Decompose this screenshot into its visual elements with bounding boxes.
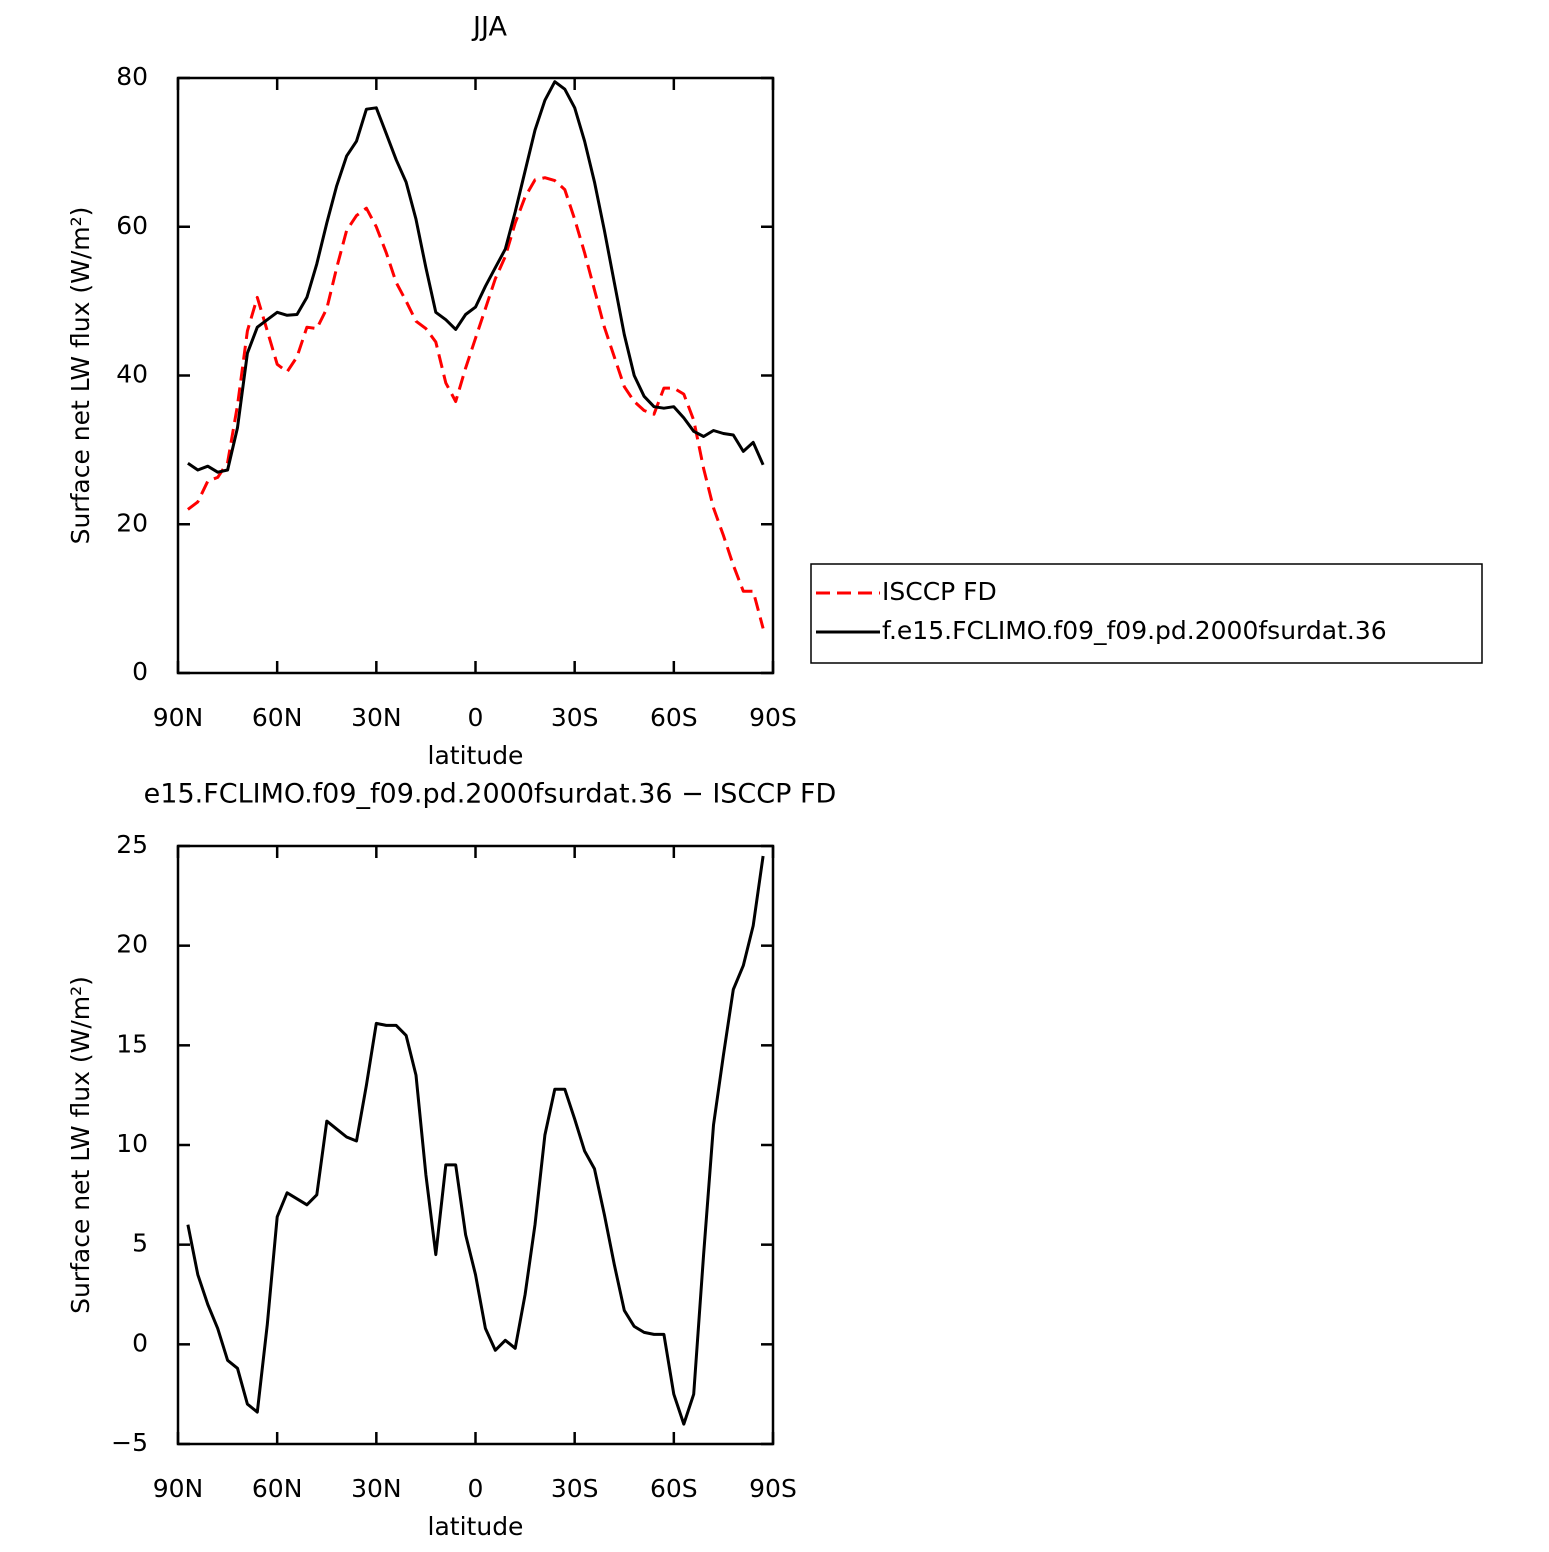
legend: ISCCP FD f.e15.FCLIMO.f09_f09.pd.2000fsur… bbox=[810, 563, 1483, 664]
x-tick-label: 60N bbox=[252, 703, 303, 732]
x-tick-label: 60S bbox=[650, 703, 698, 732]
x-tick-label: 60N bbox=[252, 1474, 303, 1503]
y-tick-label: 10 bbox=[116, 1129, 148, 1158]
chart-title: e15.FCLIMO.f09_f09.pd.2000fsurdat.36 − I… bbox=[144, 779, 837, 810]
legend-box bbox=[810, 563, 1483, 664]
y-axis-label: Surface net LW flux (W/m²) bbox=[66, 976, 95, 1314]
legend-label: ISCCP FD bbox=[882, 577, 997, 606]
plot-frame bbox=[176, 76, 775, 675]
y-tick-label: 60 bbox=[116, 211, 148, 240]
y-tick-label: 5 bbox=[132, 1229, 148, 1258]
data-line bbox=[186, 855, 765, 1426]
y-tick-label: 0 bbox=[132, 657, 148, 686]
x-tick-label: 30S bbox=[551, 703, 599, 732]
x-tick-label: 30S bbox=[551, 1474, 599, 1503]
y-tick-label: 80 bbox=[116, 62, 148, 91]
x-tick-label: 0 bbox=[468, 1474, 484, 1503]
x-axis-label: latitude bbox=[428, 1512, 524, 1541]
x-tick-label: 90N bbox=[153, 1474, 204, 1503]
y-tick-label: −5 bbox=[111, 1428, 148, 1457]
y-tick-label: 20 bbox=[116, 930, 148, 959]
x-tick-label: 30N bbox=[351, 703, 402, 732]
y-tick-label: 20 bbox=[116, 508, 148, 537]
y-tick-label: 0 bbox=[132, 1328, 148, 1357]
x-tick-label: 0 bbox=[468, 703, 484, 732]
chart-title: JJA bbox=[471, 12, 507, 43]
x-tick-label: 30N bbox=[351, 1474, 402, 1503]
x-tick-label: 90S bbox=[749, 1474, 797, 1503]
data-line bbox=[186, 176, 765, 629]
plot-frame bbox=[176, 844, 775, 1446]
y-axis-label: Surface net LW flux (W/m²) bbox=[66, 207, 95, 545]
y-tick-label: 40 bbox=[116, 360, 148, 389]
y-tick-label: 25 bbox=[116, 830, 148, 859]
y-tick-label: 15 bbox=[116, 1029, 148, 1058]
x-tick-label: 90S bbox=[749, 703, 797, 732]
x-axis-label: latitude bbox=[428, 741, 524, 770]
x-tick-label: 60S bbox=[650, 1474, 698, 1503]
x-tick-label: 90N bbox=[153, 703, 204, 732]
legend-label: f.e15.FCLIMO.f09_f09.pd.2000fsurdat.36 bbox=[882, 616, 1387, 645]
data-line bbox=[187, 80, 765, 474]
